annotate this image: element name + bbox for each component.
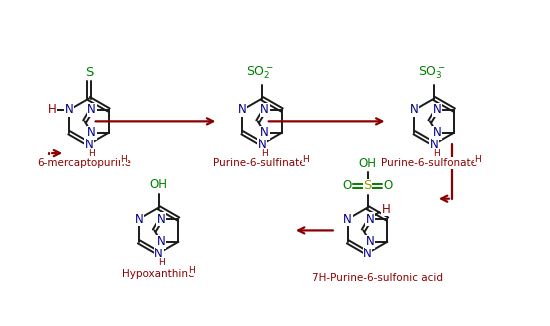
Text: O: O	[384, 179, 393, 192]
Text: Purine-6-sulfinate: Purine-6-sulfinate	[213, 158, 305, 168]
Text: OH: OH	[359, 157, 377, 170]
Text: N: N	[366, 235, 375, 248]
Text: SO$_3^-$: SO$_3^-$	[418, 65, 446, 81]
Text: Purine-6-sulfonate: Purine-6-sulfonate	[381, 158, 477, 168]
Text: H: H	[120, 155, 127, 164]
Text: N: N	[87, 126, 96, 139]
Text: N: N	[85, 138, 94, 151]
Text: N: N	[154, 247, 163, 260]
Text: H: H	[302, 155, 309, 164]
Text: H: H	[261, 149, 268, 158]
Text: N: N	[260, 126, 269, 139]
Text: 6-mercaptopurine: 6-mercaptopurine	[37, 158, 131, 168]
Text: H: H	[158, 258, 164, 267]
Text: Hypoxanthine: Hypoxanthine	[123, 269, 195, 279]
Text: H: H	[88, 149, 95, 158]
Text: N: N	[258, 138, 266, 151]
Text: N: N	[157, 213, 166, 226]
Text: H: H	[382, 202, 390, 215]
Text: S: S	[364, 179, 372, 192]
Text: SO$_2^-$: SO$_2^-$	[246, 65, 274, 81]
Text: N: N	[65, 103, 74, 116]
Text: O: O	[342, 179, 351, 192]
Text: N: N	[432, 126, 441, 139]
Text: 7H-Purine-6-sulfonic acid: 7H-Purine-6-sulfonic acid	[312, 273, 443, 283]
Text: N: N	[260, 103, 269, 116]
Text: N: N	[410, 103, 419, 116]
Text: H: H	[48, 103, 57, 116]
Text: N: N	[343, 213, 352, 226]
Text: N: N	[157, 235, 166, 248]
Text: N: N	[432, 103, 441, 116]
Text: S: S	[85, 66, 93, 79]
Text: N: N	[87, 103, 96, 116]
Text: N: N	[366, 213, 375, 226]
Text: N: N	[430, 138, 438, 151]
Text: N: N	[238, 103, 246, 116]
Text: OH: OH	[150, 178, 168, 191]
Text: H: H	[433, 149, 440, 158]
Text: N: N	[134, 213, 143, 226]
Text: H: H	[475, 155, 481, 164]
Text: N: N	[363, 247, 372, 260]
Text: H: H	[188, 266, 195, 274]
